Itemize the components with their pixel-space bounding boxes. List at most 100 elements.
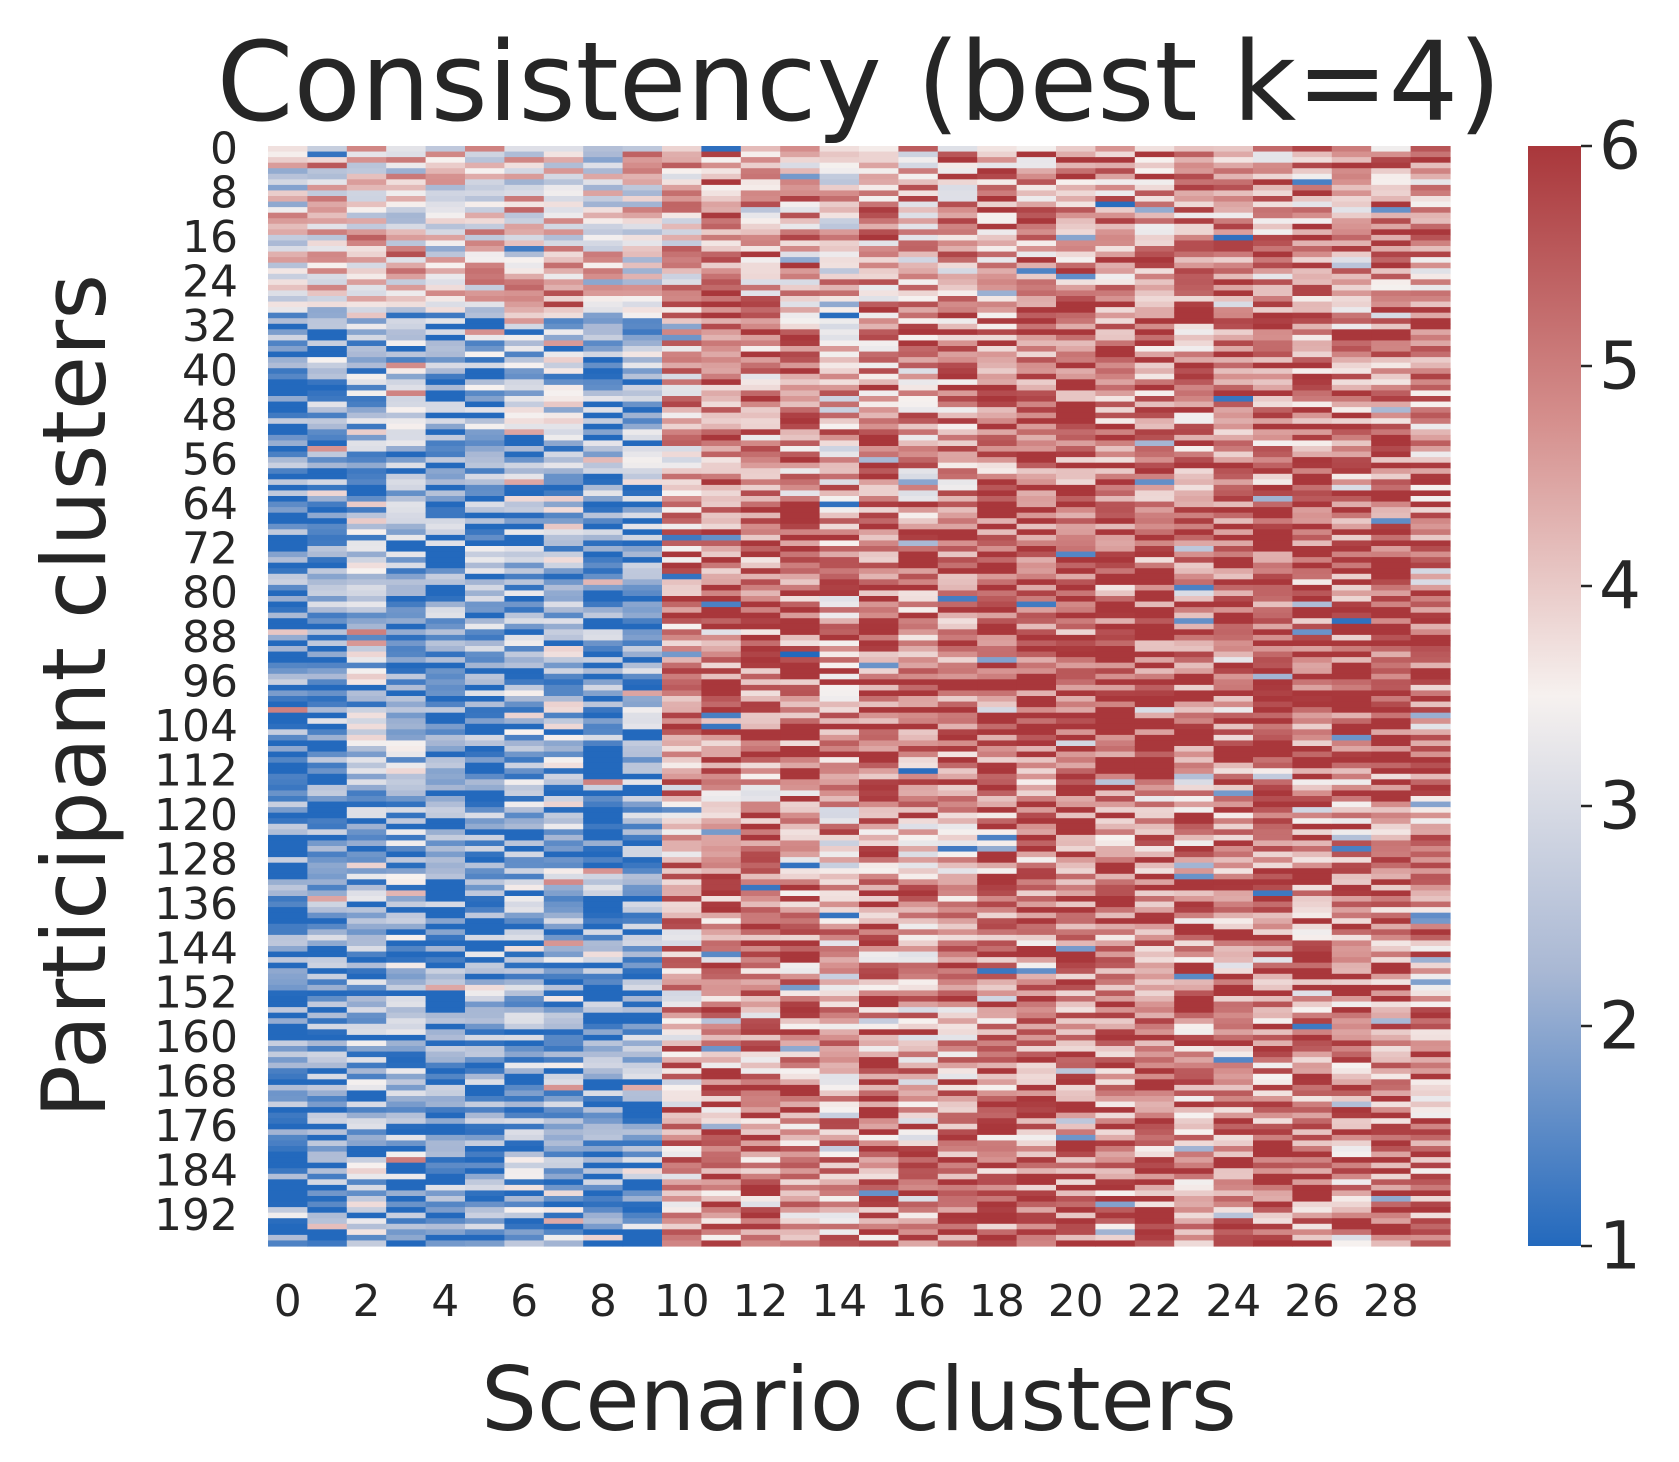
heatmap-cell: [425, 512, 466, 519]
heatmap-cell: [937, 301, 978, 308]
heatmap-cell: [701, 907, 742, 914]
heatmap-cell: [268, 912, 308, 919]
heatmap-cell: [740, 1179, 781, 1186]
heatmap-cell: [1056, 596, 1096, 603]
heatmap-cell: [977, 590, 1018, 597]
heatmap-cell: [425, 257, 466, 264]
heatmap-cell: [504, 1146, 545, 1153]
heatmap-cell: [1253, 146, 1293, 153]
heatmap-cell: [465, 807, 505, 814]
heatmap-cell: [1016, 712, 1057, 719]
heatmap-cell: [898, 740, 939, 747]
heatmap-cell: [465, 784, 505, 792]
heatmap-cell: [1134, 784, 1175, 792]
heatmap-cell: [268, 1118, 308, 1125]
heatmap-cell: [386, 484, 427, 492]
heatmap-cell: [346, 1179, 387, 1186]
heatmap-cell: [937, 740, 978, 747]
heatmap-cell: [859, 1062, 899, 1069]
heatmap-cell: [977, 312, 1018, 319]
heatmap-cell: [701, 1046, 742, 1053]
heatmap-cell: [583, 373, 624, 380]
heatmap-cell: [1213, 1079, 1254, 1086]
heatmap-cell: [1213, 473, 1254, 480]
heatmap-cell: [543, 1023, 584, 1030]
heatmap-cell: [819, 857, 860, 864]
heatmap-cell: [859, 1084, 899, 1092]
heatmap-cell: [307, 757, 348, 764]
heatmap-cell: [504, 1079, 545, 1086]
heatmap-cell: [386, 1068, 427, 1075]
heatmap-cell: [977, 501, 1018, 508]
heatmap-cell: [1016, 579, 1057, 586]
heatmap-cell: [937, 968, 978, 975]
heatmap-cell: [346, 279, 387, 286]
heatmap-cell: [268, 640, 308, 647]
heatmap-cell: [819, 351, 860, 358]
heatmap-cell: [819, 590, 860, 597]
heatmap-cell: [1016, 284, 1057, 292]
heatmap-cell: [662, 368, 702, 375]
heatmap-cell: [740, 334, 781, 342]
heatmap-cell: [504, 1201, 545, 1208]
heatmap-cell: [740, 1046, 781, 1053]
heatmap-cell: [701, 551, 742, 558]
heatmap-cell: [780, 401, 821, 408]
heatmap-cell: [898, 429, 939, 436]
heatmap-cell: [1016, 1168, 1057, 1175]
heatmap-cell: [1134, 462, 1175, 469]
heatmap-cell: [819, 1190, 860, 1197]
heatmap-cell: [1213, 768, 1254, 775]
heatmap-cell: [662, 879, 702, 886]
heatmap-cell: [583, 323, 624, 330]
heatmap-cell: [1174, 1051, 1215, 1058]
heatmap-cell: [937, 440, 978, 447]
heatmap-cell: [977, 1123, 1018, 1130]
heatmap-cell: [504, 1234, 545, 1242]
heatmap-cell: [465, 1068, 505, 1075]
heatmap-cell: [937, 407, 978, 414]
heatmap-cell: [701, 646, 742, 653]
heatmap-cell: [977, 651, 1018, 658]
heatmap-cell: [1016, 762, 1057, 769]
heatmap-cell: [1174, 990, 1215, 997]
heatmap-cell: [662, 690, 702, 697]
heatmap-cell: [1095, 212, 1136, 219]
heatmap-cell: [701, 884, 742, 892]
heatmap-cell: [1095, 818, 1136, 825]
heatmap-cell: [504, 162, 545, 169]
heatmap-cell: [1213, 446, 1254, 453]
heatmap-cell: [740, 1029, 781, 1036]
heatmap-cell: [1174, 640, 1215, 647]
heatmap-cell: [1095, 712, 1136, 719]
heatmap-cell: [1056, 1123, 1096, 1130]
heatmap-cell: [1213, 679, 1254, 686]
heatmap-cell: [622, 568, 663, 575]
heatmap-cell: [386, 634, 427, 642]
heatmap-cell: [504, 334, 545, 342]
heatmap-cell: [898, 384, 939, 392]
heatmap-cell: [662, 707, 702, 714]
heatmap-cell: [859, 1234, 899, 1242]
heatmap-cell: [1253, 301, 1293, 308]
heatmap-cell: [662, 984, 702, 992]
heatmap-cell: [346, 268, 387, 275]
heatmap-cell: [425, 379, 466, 386]
heatmap-cell: [1174, 718, 1215, 725]
heatmap-cell: [1174, 251, 1215, 258]
heatmap-cell: [622, 240, 663, 247]
heatmap-cell: [425, 251, 466, 258]
heatmap-cell: [740, 1207, 781, 1214]
heatmap-cell: [465, 540, 505, 547]
heatmap-cell: [268, 723, 308, 730]
heatmap-cell: [937, 379, 978, 386]
heatmap-cell: [268, 1051, 308, 1058]
heatmap-cell: [465, 490, 505, 497]
heatmap-cell: [1213, 1112, 1254, 1119]
heatmap-cell: [937, 712, 978, 719]
heatmap-cell: [346, 1101, 387, 1108]
heatmap-cell: [268, 1023, 308, 1030]
heatmap-cell: [859, 1034, 899, 1042]
heatmap-cell: [583, 679, 624, 686]
